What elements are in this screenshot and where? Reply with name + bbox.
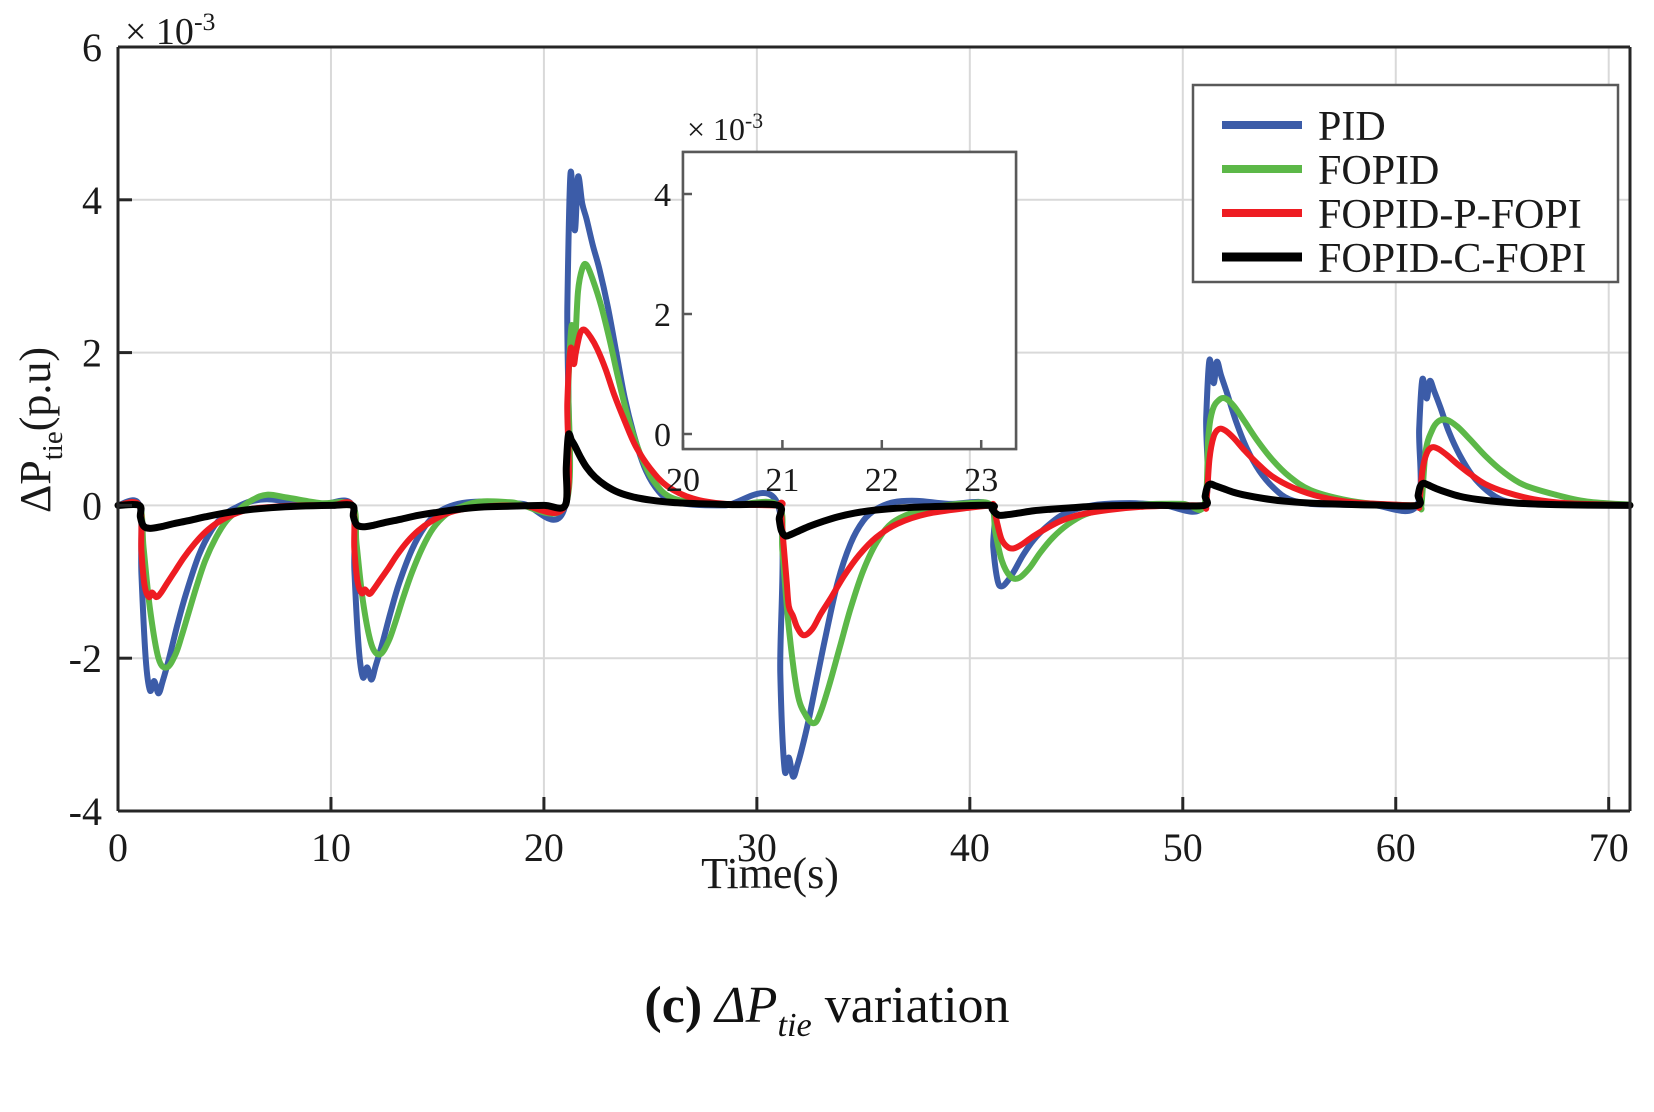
legend-frame: [1191, 83, 1620, 284]
series-lines: [114, 168, 1634, 780]
inset-y-tick-label: 2: [654, 297, 671, 334]
inset-x-tick-label: 20: [666, 462, 700, 499]
legend-label-fopid-c-fopi[interactable]: FOPID-C-FOPI: [1318, 236, 1586, 282]
x-tick-label: 10: [311, 825, 351, 870]
inset-x-tick-label: 21: [765, 462, 799, 499]
inset-frame-overlay: [681, 150, 1018, 451]
caption-line: (c) ΔPtie variation: [644, 977, 1009, 1044]
inset-axes: 20 21 22 23 0 2 4 × 10-3: [654, 109, 1018, 499]
x-tick-label: 60: [1376, 825, 1416, 870]
axes-frame: [116, 45, 1632, 813]
x-tick-label: 0: [108, 825, 128, 870]
inset-x-tick-label: 22: [865, 462, 899, 499]
inset-y-tick-label: 0: [654, 417, 671, 454]
x-tick-label: 30: [737, 825, 777, 870]
y-exponent-label: × 10-3: [125, 7, 215, 53]
y-tick-label: -2: [69, 636, 102, 681]
tick-marks: [116, 45, 1611, 813]
x-tick-label: 40: [950, 825, 990, 870]
y-tick-label: 4: [82, 178, 102, 223]
y-tick-label: 0: [82, 483, 102, 528]
legend-label-fopid-p-fopi[interactable]: FOPID-P-FOPI: [1318, 192, 1582, 238]
inset-exponent-label: × 10-3: [687, 109, 763, 147]
legend-label-pid[interactable]: PID: [1318, 104, 1386, 150]
inset-tick-labels: 20 21 22 23 0 2 4: [654, 177, 998, 499]
inset-y-tick-label: 4: [654, 177, 671, 214]
caption-svg: (c) ΔPtie variation: [644, 977, 1009, 1044]
figure-caption: (c) ΔPtie variation: [0, 960, 1654, 1055]
y-tick-label: 2: [82, 331, 102, 376]
x-tick-label: 50: [1163, 825, 1203, 870]
legend-label-fopid[interactable]: FOPID: [1318, 148, 1439, 194]
x-tick-label: 20: [524, 825, 564, 870]
x-tick-label: 70: [1589, 825, 1629, 870]
inset-tick-marks: [681, 192, 983, 449]
y-axis-title: ΔPtie(p.u): [11, 347, 69, 513]
x-axis-title: Time(s): [701, 849, 839, 898]
y-tick-label: -4: [69, 789, 102, 834]
series-line-fopid-c-fopi: [114, 430, 1634, 540]
y-tick-label: 6: [82, 25, 102, 70]
inset-x-tick-label: 23: [964, 462, 998, 499]
